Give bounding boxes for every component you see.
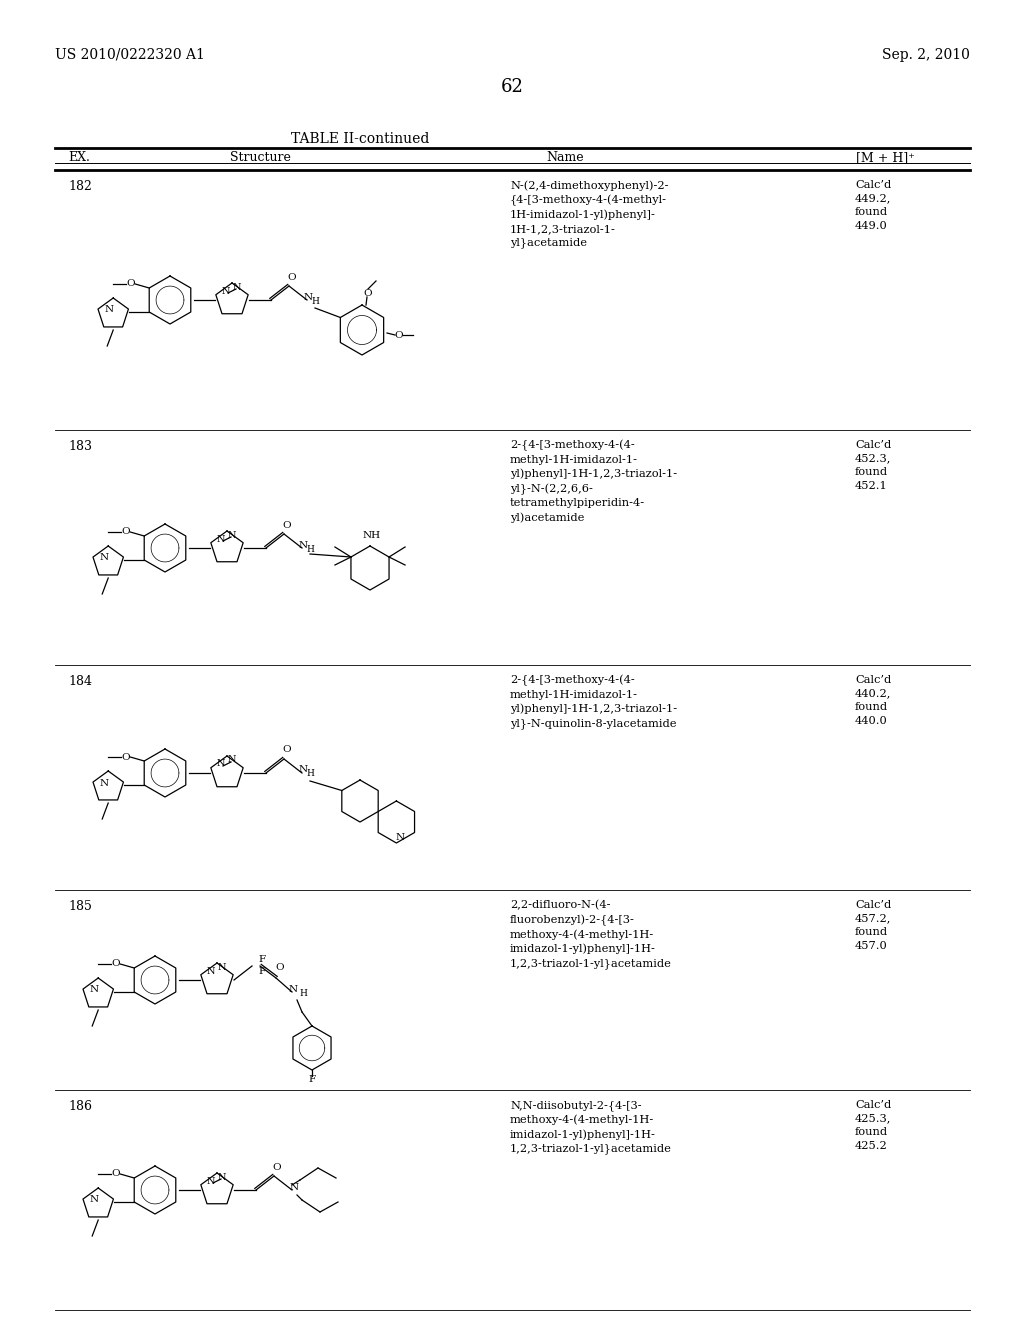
Text: O: O: [272, 1163, 282, 1172]
Text: 182: 182: [68, 180, 92, 193]
Text: O: O: [121, 752, 129, 762]
Text: 2-{4-[3-methoxy-4-(4-
methyl-1H-imidazol-1-
yl)phenyl]-1H-1,2,3-triazol-1-
yl}-N: 2-{4-[3-methoxy-4-(4- methyl-1H-imidazol…: [510, 675, 677, 729]
Text: Structure: Structure: [229, 150, 291, 164]
Text: N: N: [207, 1176, 215, 1185]
Text: US 2010/0222320 A1: US 2010/0222320 A1: [55, 48, 205, 62]
Text: F: F: [258, 968, 265, 977]
Text: N-(2,4-dimethoxyphenyl)-2-
{4-[3-methoxy-4-(4-methyl-
1H-imidazol-1-yl)phenyl]-
: N-(2,4-dimethoxyphenyl)-2- {4-[3-methoxy…: [510, 180, 669, 248]
Text: 2-{4-[3-methoxy-4-(4-
methyl-1H-imidazol-1-
yl)phenyl]-1H-1,2,3-triazol-1-
yl}-N: 2-{4-[3-methoxy-4-(4- methyl-1H-imidazol…: [510, 440, 677, 523]
Text: O: O: [364, 289, 373, 297]
Text: O: O: [394, 330, 403, 339]
Text: Name: Name: [546, 150, 584, 164]
Text: Sep. 2, 2010: Sep. 2, 2010: [882, 48, 970, 62]
Text: 62: 62: [501, 78, 523, 96]
Text: Calc’d
440.2,
found
440.0: Calc’d 440.2, found 440.0: [855, 675, 891, 726]
Text: H: H: [306, 544, 314, 553]
Text: N,N-diisobutyl-2-{4-[3-
methoxy-4-(4-methyl-1H-
imidazol-1-yl)phenyl]-1H-
1,2,3-: N,N-diisobutyl-2-{4-[3- methoxy-4-(4-met…: [510, 1100, 672, 1154]
Text: N: N: [99, 779, 109, 788]
Text: 2,2-difluoro-N-(4-
fluorobenzyl)-2-{4-[3-
methoxy-4-(4-methyl-1H-
imidazol-1-yl): 2,2-difluoro-N-(4- fluorobenzyl)-2-{4-[3…: [510, 900, 672, 969]
Text: H: H: [311, 297, 318, 305]
Text: O: O: [126, 280, 134, 289]
Text: N: N: [298, 540, 307, 549]
Text: O: O: [283, 746, 291, 755]
Text: N: N: [217, 759, 225, 768]
Text: Calc’d
449.2,
found
449.0: Calc’d 449.2, found 449.0: [855, 180, 891, 231]
Text: O: O: [275, 964, 285, 973]
Text: N: N: [290, 1183, 299, 1192]
Text: N: N: [396, 833, 404, 842]
Text: EX.: EX.: [68, 150, 90, 164]
Text: O: O: [111, 1170, 120, 1179]
Text: O: O: [111, 960, 120, 969]
Text: O: O: [283, 520, 291, 529]
Text: O: O: [121, 528, 129, 536]
Text: N: N: [218, 1172, 226, 1181]
Text: N: N: [217, 535, 225, 544]
Text: 184: 184: [68, 675, 92, 688]
Text: N: N: [222, 286, 230, 296]
Text: N: N: [90, 986, 98, 994]
Text: N: N: [104, 305, 114, 314]
Text: N: N: [232, 282, 242, 292]
Text: O: O: [288, 272, 296, 281]
Text: F: F: [308, 1076, 315, 1085]
Text: F: F: [258, 956, 265, 965]
Text: [M + H]⁺: [M + H]⁺: [856, 150, 914, 164]
Text: N: N: [218, 962, 226, 972]
Text: N: N: [207, 966, 215, 975]
Text: N: N: [298, 766, 307, 775]
Text: H: H: [306, 770, 314, 779]
Text: TABLE II-continued: TABLE II-continued: [291, 132, 429, 147]
Text: N: N: [303, 293, 312, 301]
Text: N: N: [289, 985, 298, 994]
Text: N: N: [227, 755, 237, 764]
Text: Calc’d
457.2,
found
457.0: Calc’d 457.2, found 457.0: [855, 900, 891, 950]
Text: N: N: [90, 1196, 98, 1204]
Text: NH: NH: [362, 532, 381, 540]
Text: Calc’d
452.3,
found
452.1: Calc’d 452.3, found 452.1: [855, 440, 891, 491]
Text: 183: 183: [68, 440, 92, 453]
Text: H: H: [299, 990, 307, 998]
Text: Calc’d
425.3,
found
425.2: Calc’d 425.3, found 425.2: [855, 1100, 891, 1151]
Text: 185: 185: [68, 900, 92, 913]
Text: 186: 186: [68, 1100, 92, 1113]
Text: N: N: [227, 531, 237, 540]
Text: N: N: [99, 553, 109, 562]
